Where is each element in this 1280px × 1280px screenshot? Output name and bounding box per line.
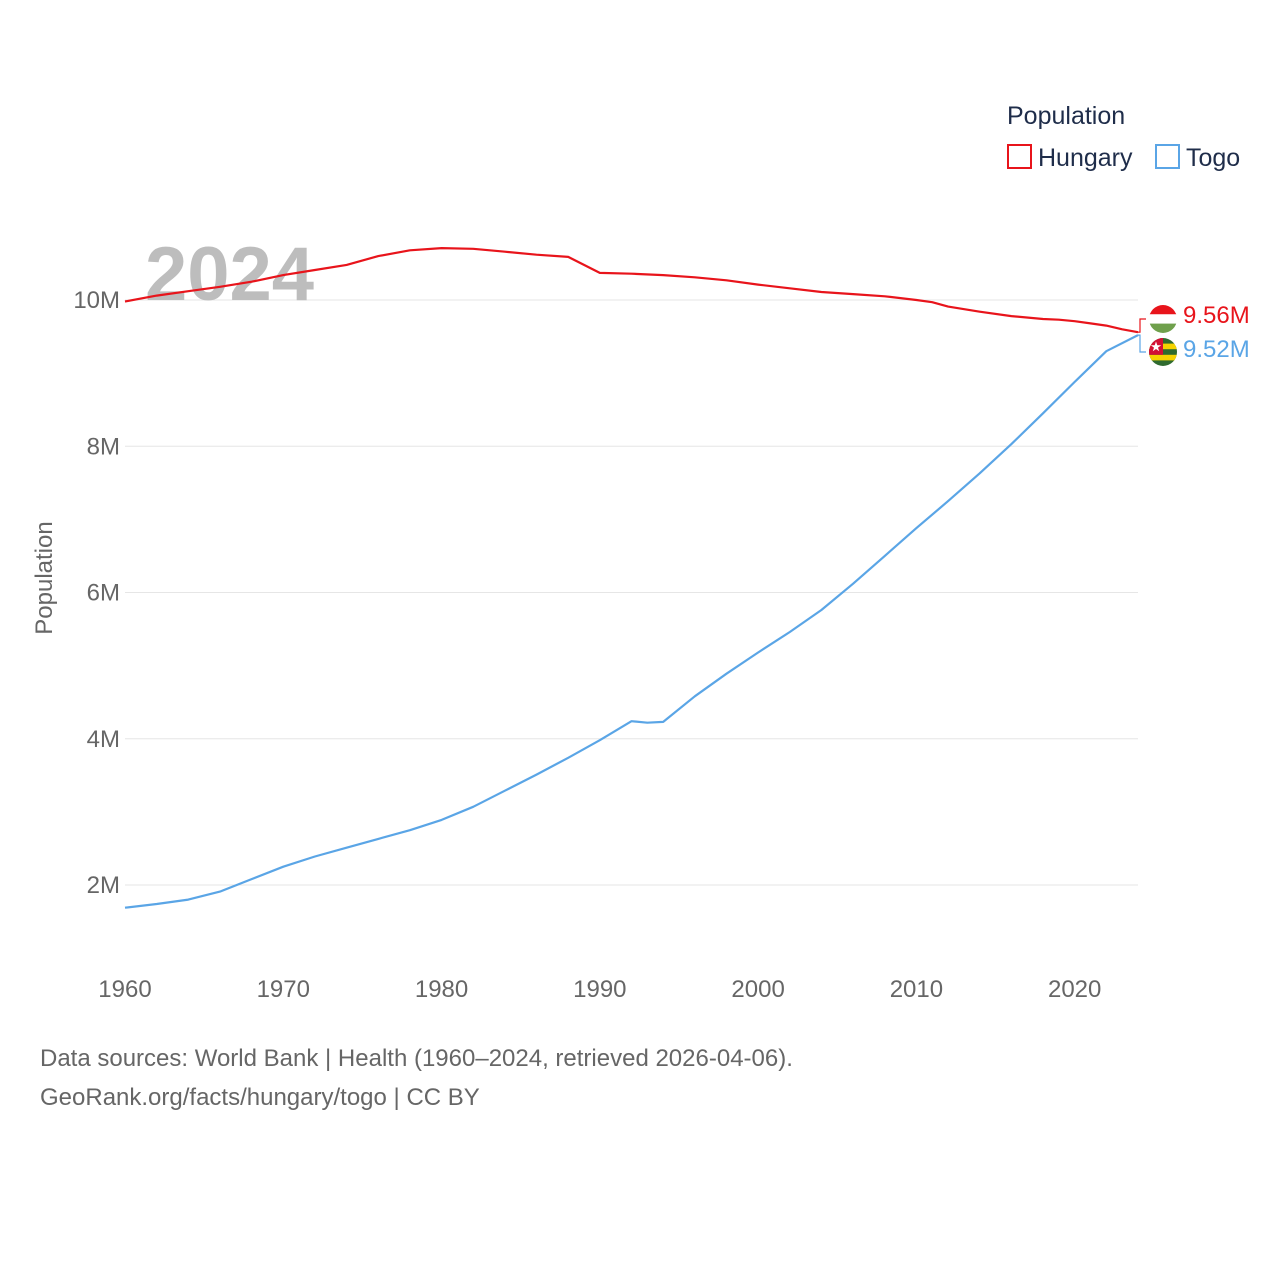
hungary-end-connector [1138, 318, 1146, 333]
togo-end-connector [1138, 334, 1146, 353]
legend-label-hungary[interactable]: Hungary [1038, 144, 1133, 172]
x-axis-ticks: 1960 1970 1980 1990 2000 2010 2020 [98, 976, 1101, 1003]
x-tick-label: 1980 [415, 976, 468, 1003]
x-tick-label: 1960 [98, 976, 151, 1003]
legend-swatch-togo[interactable] [1155, 144, 1180, 169]
y-tick-label: 2M [87, 872, 120, 899]
gridlines [125, 299, 1138, 886]
x-tick-label: 1990 [573, 976, 626, 1003]
x-tick-label: 1970 [257, 976, 310, 1003]
legend-title: Population [1007, 102, 1125, 130]
y-tick-label: 10M [73, 287, 120, 314]
x-tick-label: 2020 [1048, 976, 1101, 1003]
y-tick-label: 6M [87, 580, 120, 607]
y-axis-ticks: 2M 4M 6M 8M 10M [73, 287, 120, 899]
y-axis-label: Population [31, 521, 58, 634]
legend-swatch-hungary[interactable] [1007, 144, 1032, 169]
series-line-hungary [124, 247, 1139, 334]
x-tick-label: 2010 [890, 976, 943, 1003]
togo-flag-icon [1149, 338, 1177, 366]
series-line-togo [124, 334, 1139, 909]
x-tick-label: 2000 [731, 976, 784, 1003]
legend: Population Hungary Togo [1007, 102, 1240, 172]
data-source-note: Data sources: World Bank | Health (1960–… [40, 1045, 793, 1072]
attribution-link[interactable]: GeoRank.org/facts/hungary/togo | CC BY [40, 1084, 480, 1111]
hungary-end-value: 9.56M [1183, 302, 1250, 329]
series-lines [124, 247, 1139, 909]
hungary-flag-icon [1149, 305, 1177, 333]
togo-end-value: 9.52M [1183, 336, 1250, 363]
y-tick-label: 4M [87, 726, 120, 753]
legend-label-togo[interactable]: Togo [1186, 144, 1240, 172]
y-tick-label: 8M [87, 433, 120, 460]
